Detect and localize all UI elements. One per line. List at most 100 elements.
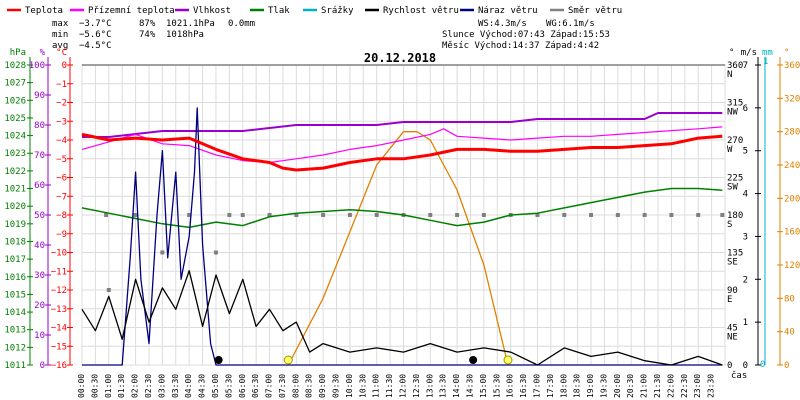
temp-axis-unit: °C xyxy=(56,48,67,58)
time-tick-label: 11:00 xyxy=(372,374,381,398)
solar-tick-label: 360 xyxy=(784,61,800,71)
time-tick-label: 05:30 xyxy=(224,374,233,398)
moonset-marker xyxy=(214,356,223,364)
pct-axis-tick-label: 10 xyxy=(34,331,45,341)
temp-axis-tick-label: −3 xyxy=(56,117,67,127)
axes: hPa1028102710261025102410231022102110201… xyxy=(4,48,800,398)
wind-direction-series xyxy=(104,213,725,292)
wind-direction-point xyxy=(696,213,701,217)
hpa-axis-tick-label: 1028 xyxy=(4,61,26,71)
humidity-line xyxy=(82,112,723,138)
max-press: 1021.1hPa xyxy=(166,19,215,29)
dir-tick-label: 360 xyxy=(727,61,743,71)
wind-direction-point xyxy=(187,213,192,217)
min-press: 1018hPa xyxy=(166,30,204,40)
time-tick-label: 19:00 xyxy=(586,374,595,398)
mm-tick-label: 1 xyxy=(763,57,768,67)
hpa-axis-tick-label: 1012 xyxy=(4,343,26,353)
pct-axis-tick-label: 20 xyxy=(34,301,45,311)
ms-tick-label: 5 xyxy=(743,147,748,157)
time-tick-label: 00:00 xyxy=(77,374,86,398)
time-tick-label: 02:30 xyxy=(144,374,153,398)
temp-axis-tick-label: −9 xyxy=(56,230,67,240)
min-temp: −5.6°C xyxy=(79,30,112,40)
wind-direction-point xyxy=(374,213,379,217)
dir-tick-label: 90 xyxy=(727,286,738,296)
wind-direction-point xyxy=(642,213,647,217)
grid xyxy=(81,64,726,366)
dir-compass-label: SE xyxy=(727,258,738,268)
time-tick-label: 21:30 xyxy=(653,374,662,398)
hpa-axis-tick-label: 1015 xyxy=(4,290,26,300)
temp-axis-tick-label: −14 xyxy=(51,324,67,334)
time-tick-label: 20:00 xyxy=(613,374,622,398)
wind-direction-point xyxy=(669,213,674,217)
mm-axis: mm1 0 xyxy=(760,48,773,370)
time-tick-label: 01:30 xyxy=(117,374,126,398)
wind-direction-point xyxy=(720,213,725,217)
dir-compass-label: W xyxy=(727,145,733,155)
legend-label: Přízemní teplota xyxy=(88,6,175,16)
wind-direction-point xyxy=(213,250,218,255)
max-hum: 87% xyxy=(139,19,156,29)
temp-axis-tick-label: 0 xyxy=(62,61,67,71)
dir-tick-label: 225 xyxy=(727,174,743,184)
wind-speed-line xyxy=(81,270,723,366)
dir-tick-label: 270 xyxy=(727,136,743,146)
time-tick-label: 23:00 xyxy=(693,374,702,398)
wind-direction-point xyxy=(615,213,620,217)
time-tick-label: 04:30 xyxy=(198,374,207,398)
sun-times: Slunce Východ:07:43 Západ:15:53 xyxy=(442,30,610,40)
legend-label: Teplota xyxy=(25,6,63,16)
solar-tick-label: 120 xyxy=(784,261,800,271)
hpa-axis-tick-label: 1023 xyxy=(4,149,26,159)
solar-axis: ° 360 320 280 240 200 160 120 80 40 0 xyxy=(777,48,800,371)
solar-tick-label: 40 xyxy=(784,328,795,338)
hpa-axis-tick-label: 1014 xyxy=(4,308,26,318)
time-tick-label: 04:00 xyxy=(184,374,193,398)
mm-tick-label: 0 xyxy=(760,360,765,370)
temp-axis-tick-label: −4 xyxy=(56,136,67,146)
stats-block: max −3.7°C 87% 1021.1hPa 0.0mm min −5.6°… xyxy=(52,19,610,51)
min-label: min xyxy=(52,30,68,40)
time-tick-label: 06:30 xyxy=(251,374,260,398)
ms-axis: m/s 7 6 5 4 3 2 1 0 xyxy=(741,48,761,371)
solar-tick-label: 320 xyxy=(784,94,800,104)
time-tick-label: 09:30 xyxy=(332,374,341,398)
temp-axis-tick-label: −10 xyxy=(51,249,67,259)
pct-axis-unit: % xyxy=(40,48,46,58)
time-tick-label: 08:30 xyxy=(305,374,314,398)
legend-label: Směr větru xyxy=(568,6,622,16)
temp-axis-tick-label: −2 xyxy=(56,99,67,109)
hpa-axis-tick-label: 1019 xyxy=(4,220,26,230)
hpa-axis-tick-label: 1020 xyxy=(4,202,26,212)
time-tick-label: 15:00 xyxy=(479,374,488,398)
hpa-axis-tick-label: 1016 xyxy=(4,273,26,283)
time-tick-label: 18:30 xyxy=(573,374,582,398)
pct-axis-tick-label: 90 xyxy=(34,91,45,101)
time-axis: 00:00 00:30 01:00 01:30 02:00 02:30 03:00 03:30… xyxy=(77,370,747,398)
hpa-axis-tick-label: 1026 xyxy=(4,96,26,106)
pct-axis-tick-label: 60 xyxy=(34,181,45,191)
wind-direction-point xyxy=(428,213,433,217)
dir-tick-label: 135 xyxy=(727,249,743,259)
time-tick-label: 10:30 xyxy=(358,374,367,398)
wind-direction-point xyxy=(227,213,232,217)
svg-text:max: max xyxy=(52,19,69,29)
legend-label: Náraz větru xyxy=(478,6,538,16)
legend-label: Tlak xyxy=(268,6,290,16)
time-tick-label: 07:00 xyxy=(265,374,274,398)
temp-axis-tick-label: −6 xyxy=(56,174,67,184)
time-tick-label: 03:30 xyxy=(171,374,180,398)
time-tick-label: 17:00 xyxy=(532,374,541,398)
hpa-axis-tick-label: 1022 xyxy=(4,167,26,177)
time-tick-label: 09:00 xyxy=(318,374,327,398)
time-tick-label: 22:30 xyxy=(680,374,689,398)
hpa-axis-tick-label: 1018 xyxy=(4,237,26,247)
pct-axis-tick-label: 70 xyxy=(34,151,45,161)
temp-axis-tick-label: −7 xyxy=(56,192,67,202)
hpa-axis-unit: hPa xyxy=(10,48,26,58)
hpa-axis-tick-label: 1017 xyxy=(4,255,26,265)
